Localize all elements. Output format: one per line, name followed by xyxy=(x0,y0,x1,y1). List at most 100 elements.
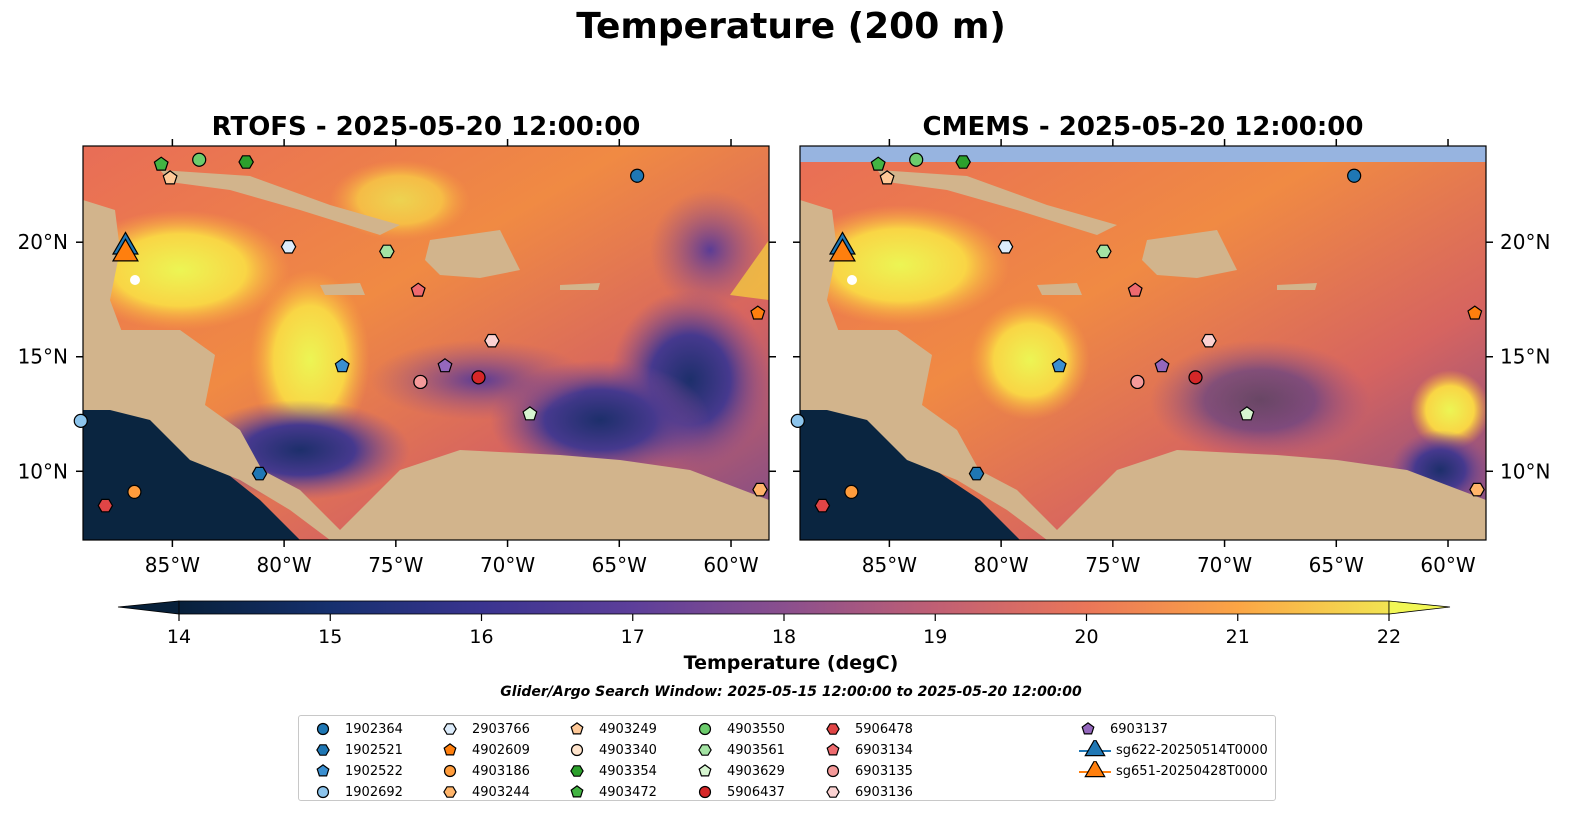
legend-item-4903244: 4903244 xyxy=(440,782,530,802)
cmems-float-4903629-marker xyxy=(1239,406,1255,421)
legend-label: sg622-20250514T0000 xyxy=(1116,742,1268,758)
legend-item-5906478: 5906478 xyxy=(823,719,913,739)
rtofs-float-2903766-marker xyxy=(280,240,297,254)
colorbar-max-extend xyxy=(1388,600,1451,615)
rtofs-float-1902521-marker xyxy=(251,466,268,481)
cmems-float-1902522-marker xyxy=(1051,358,1067,373)
colorbar-tick-label: 15 xyxy=(318,626,342,648)
legend-hexagon-icon xyxy=(826,723,840,735)
rtofs-float-4903561-marker xyxy=(379,244,395,259)
legend-pentagon-icon xyxy=(570,722,584,735)
legend-label: 6903135 xyxy=(855,763,913,779)
rtofs-float-1902522-marker xyxy=(334,358,350,373)
legend-hexagon-icon xyxy=(443,723,457,735)
cmems-lon-label: 70°W xyxy=(1197,553,1252,577)
cmems-float-6903136-marker xyxy=(1201,333,1217,348)
cmems-lon-label: 60°W xyxy=(1420,553,1475,577)
cmems-float-5906478-marker xyxy=(814,498,831,513)
rtofs-float-6903137-marker xyxy=(437,358,453,373)
cmems-float-4903186-marker xyxy=(844,484,859,499)
rtofs-float-4902609-marker xyxy=(750,305,766,320)
rtofs-float-1902364-marker xyxy=(630,168,645,183)
rtofs-float-5906437-marker xyxy=(471,370,486,385)
legend-hexagon-icon xyxy=(316,744,330,756)
legend-circle-icon xyxy=(826,764,840,778)
legend-triangle-icon xyxy=(1084,758,1106,778)
legend-item-4903354: 4903354 xyxy=(567,761,657,781)
legend-item-5906437: 5906437 xyxy=(695,782,785,802)
legend-marker xyxy=(443,786,457,798)
figure-title: Temperature (200 m) xyxy=(576,6,1006,47)
legend-label: sg651-20250428T0000 xyxy=(1116,763,1268,779)
rtofs-float-6903135-marker xyxy=(413,374,428,390)
legend-marker xyxy=(698,764,712,777)
legend: 1902364 1902521 1902522 1902692 2903766 49026… xyxy=(298,715,1276,801)
cmems-float-1902692-marker xyxy=(790,413,805,428)
legend-marker xyxy=(316,785,330,799)
cmems-frame xyxy=(799,145,1487,541)
rtofs-lon-label: 75°W xyxy=(368,553,423,577)
rtofs-lon-label: 70°W xyxy=(480,553,535,577)
rtofs-frame xyxy=(82,145,770,541)
colorbar-tick-label: 22 xyxy=(1377,626,1401,648)
legend-marker xyxy=(698,744,712,756)
colorbar-tick-label: 14 xyxy=(167,626,191,648)
legend-label: 4903186 xyxy=(472,763,530,779)
legend-label: 1902522 xyxy=(345,763,403,779)
legend-marker xyxy=(1079,758,1111,778)
legend-item-6903137: 6903137 xyxy=(1078,719,1168,739)
rtofs-float-4903244-marker xyxy=(752,482,768,497)
legend-item-1902364: 1902364 xyxy=(313,719,403,739)
legend-label: 6903137 xyxy=(1110,721,1168,737)
legend-label: 4903629 xyxy=(727,763,785,779)
cmems-float-6903137-marker xyxy=(1154,358,1170,373)
legend-item-4903561: 4903561 xyxy=(695,740,785,760)
legend-pentagon-icon xyxy=(316,764,330,777)
legend-marker xyxy=(443,743,457,756)
legend-item-1902521: 1902521 xyxy=(313,740,403,760)
cmems-float-6903135-marker xyxy=(1130,374,1145,390)
cmems-panel-title: CMEMS - 2025-05-20 12:00:00 xyxy=(922,112,1364,142)
rtofs-float-6903134-marker xyxy=(410,282,426,297)
legend-item-1902692: 1902692 xyxy=(313,782,403,802)
rtofs-float-4903472-marker xyxy=(153,156,169,171)
legend-label: 1902521 xyxy=(345,742,403,758)
rtofs-float-4903354-marker xyxy=(238,155,254,169)
rtofs-float-4903550-marker xyxy=(192,152,207,167)
legend-triangle-icon xyxy=(1084,737,1106,757)
legend-label: 4903561 xyxy=(727,742,785,758)
colorbar-tick-label: 20 xyxy=(1074,626,1098,648)
cmems-float-4903244-marker xyxy=(1469,482,1485,497)
cmems-float-5906437-marker xyxy=(1188,370,1203,385)
rtofs-panel-title: RTOFS - 2025-05-20 12:00:00 xyxy=(211,112,641,142)
rtofs-lon-label: 60°W xyxy=(703,553,758,577)
lat-label: 20°N xyxy=(1500,230,1550,254)
legend-label: 4903354 xyxy=(599,763,657,779)
legend-circle-icon xyxy=(570,743,584,757)
legend-marker xyxy=(826,786,840,798)
legend-marker xyxy=(698,722,712,736)
colorbar-tick-label: 18 xyxy=(772,626,796,648)
legend-marker xyxy=(826,723,840,735)
colorbar xyxy=(178,600,1390,615)
legend-marker xyxy=(1081,722,1095,735)
cmems-float-6903134-marker xyxy=(1127,282,1143,297)
legend-marker xyxy=(570,785,584,798)
cmems-lon-label: 80°W xyxy=(973,553,1028,577)
rtofs-lon-label: 85°W xyxy=(145,553,200,577)
legend-item-2903766: 2903766 xyxy=(440,719,530,739)
legend-label: 6903136 xyxy=(855,784,913,800)
rtofs-lon-label: 65°W xyxy=(592,553,647,577)
rtofs-float-4903629-marker xyxy=(522,406,538,421)
legend-label: 4902609 xyxy=(472,742,530,758)
legend-circle-icon xyxy=(698,785,712,799)
legend-marker xyxy=(316,722,330,736)
legend-item-sg651-20250428T0000: sg651-20250428T0000 xyxy=(1078,758,1268,781)
legend-marker xyxy=(443,723,457,735)
rtofs-float-4903186-marker xyxy=(127,484,142,499)
rtofs-glider-sg651-20250428T0000-marker xyxy=(111,238,139,262)
legend-circle-icon xyxy=(443,764,457,778)
legend-label: 4903472 xyxy=(599,784,657,800)
legend-label: 4903249 xyxy=(599,721,657,737)
